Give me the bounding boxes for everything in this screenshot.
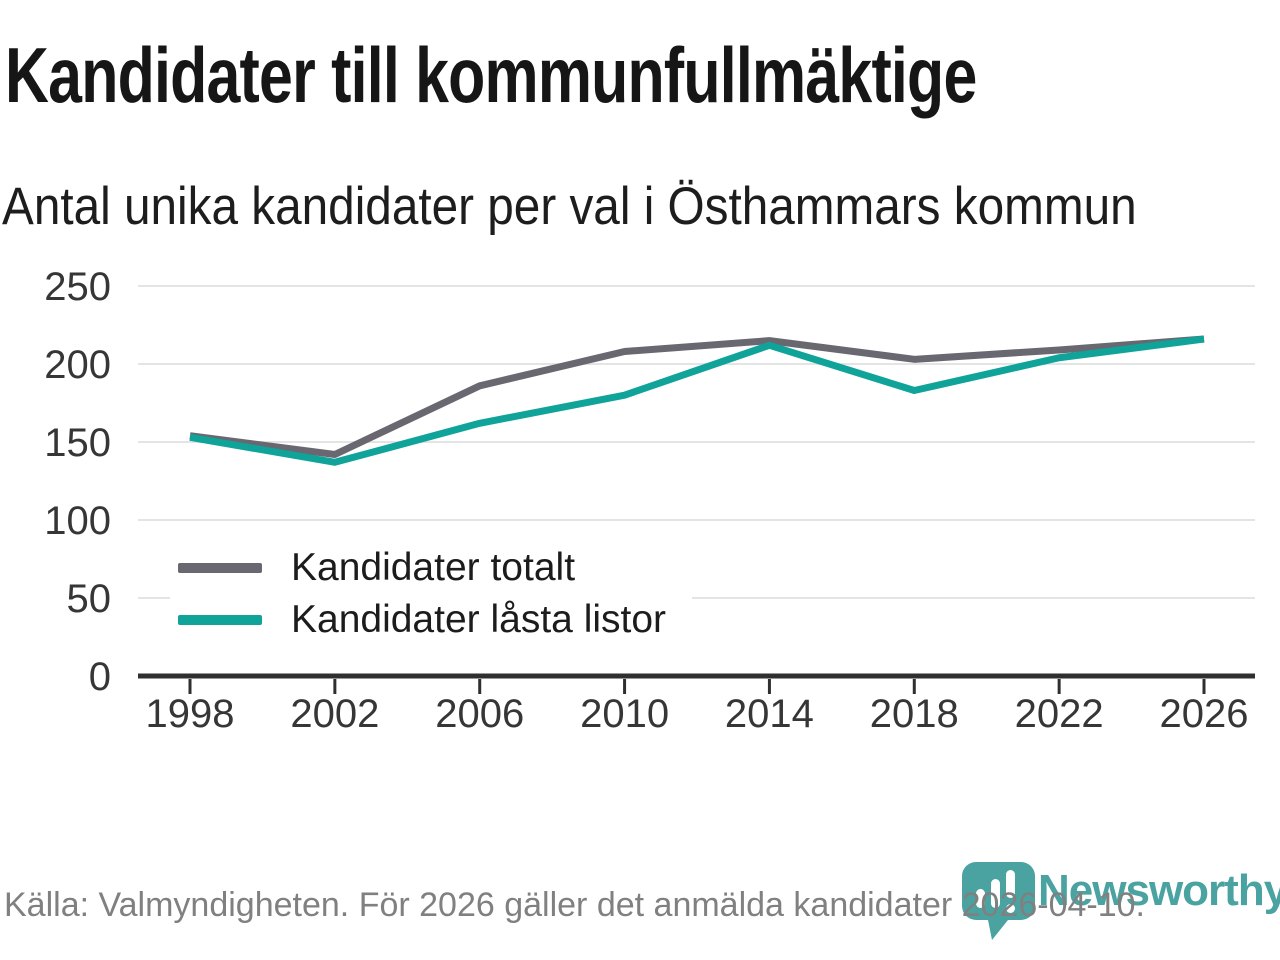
line-chart: 0 50 100 150 200 250 1998 2002 2006 2010 2014 2018 2… [44,265,1255,736]
legend-label-lasta-listor: Kandidater låsta listor [291,598,667,641]
x-tick-label: 2018 [870,692,959,736]
y-tick-label: 50 [67,577,112,621]
x-tick-label: 2002 [290,692,379,736]
x-tick-label: 1998 [146,692,235,736]
y-tick-label: 0 [89,655,111,699]
y-tick-label: 250 [44,265,111,309]
series-line-lasta-listor [189,335,1205,466]
source-note: Källa: Valmyndigheten. För 2026 gäller d… [4,886,1145,924]
legend-label-totalt: Kandidater totalt [291,546,576,589]
x-tick-label: 2026 [1160,692,1249,736]
x-tick-label: 2014 [725,692,814,736]
legend-item-totalt: Kandidater totalt [178,546,666,590]
brand-name: Newsworthy [1038,866,1280,915]
x-tick-label: 2006 [435,692,524,736]
y-tick-label: 100 [44,499,111,543]
x-tick-label: 2010 [580,692,669,736]
legend-item-lasta-listor: Kandidater låsta listor [178,598,666,642]
y-tick-label: 150 [44,421,111,465]
legend-swatch-totalt [178,563,262,573]
chart-title: Kandidater till kommunfullmäktige [5,31,977,119]
y-tick-label: 200 [44,343,111,387]
series-line-totalt [189,335,1205,458]
chart-legend: Kandidater totalt Kandidater låsta listo… [170,534,693,658]
chart-subtitle: Antal unika kandidater per val i Östhamm… [2,177,1137,236]
x-tick-label: 2022 [1015,692,1104,736]
newsworthy-logo-icon [962,862,1035,940]
legend-swatch-lasta-listor [178,615,262,625]
